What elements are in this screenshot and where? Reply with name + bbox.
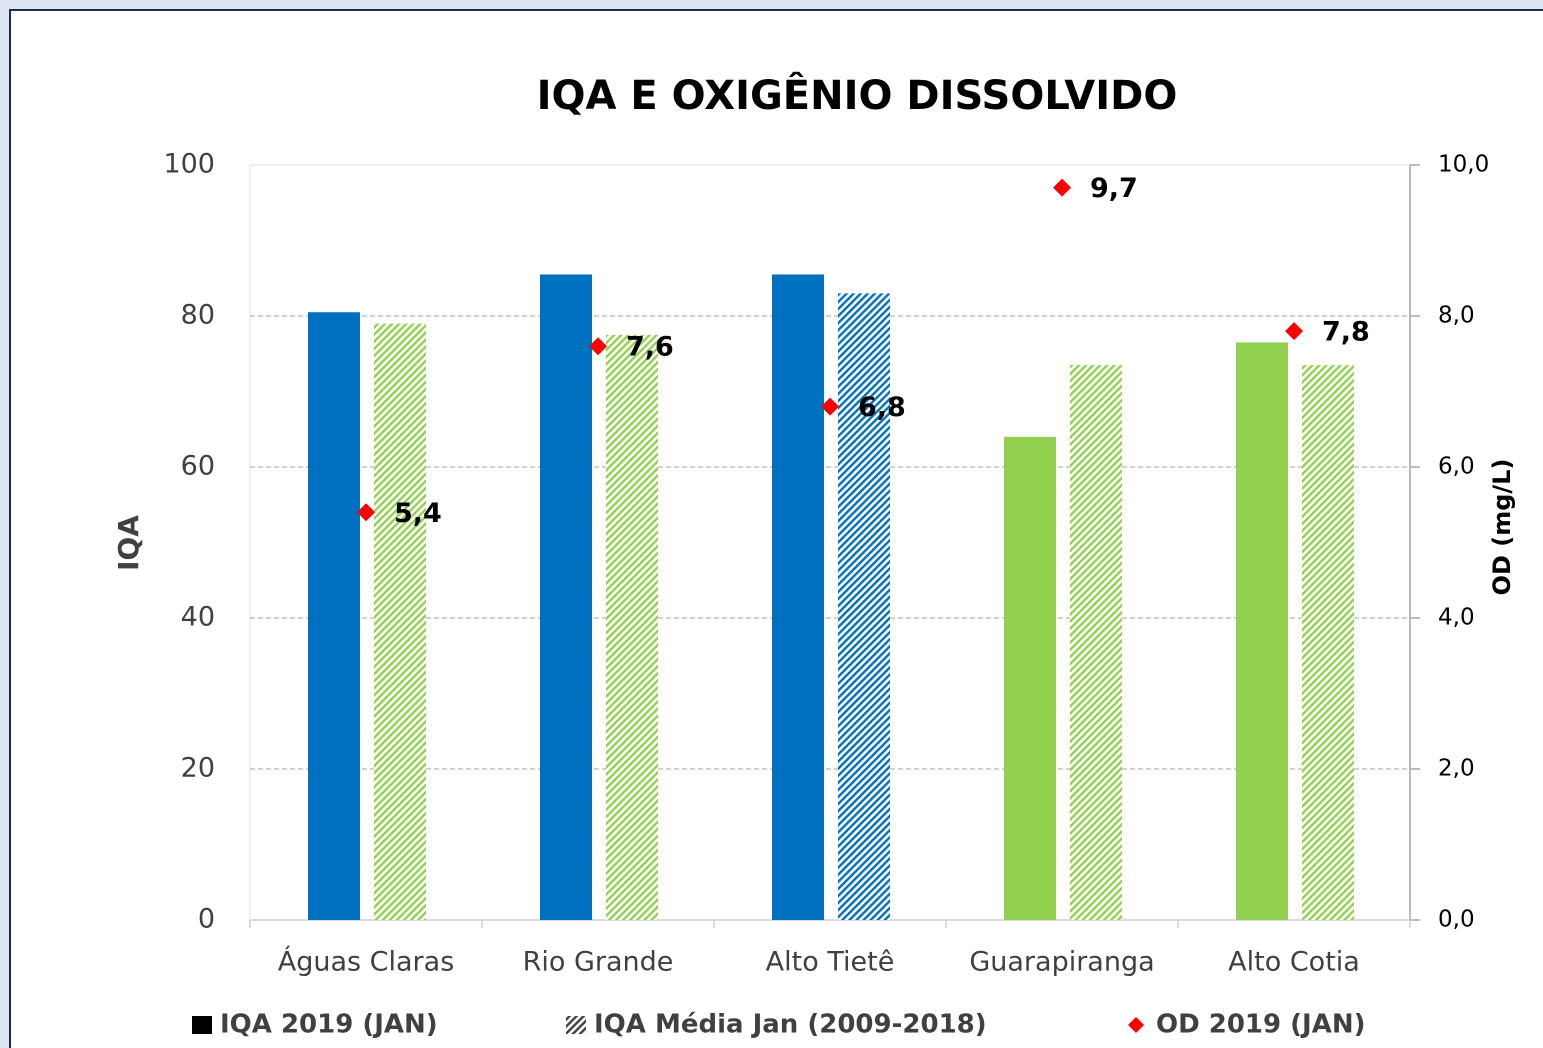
chart-title: IQA E OXIGÊNIO DISSOLVIDO [537, 71, 1178, 119]
bar [374, 323, 426, 920]
bar [838, 293, 890, 921]
od-marker [1053, 178, 1071, 197]
x-tick-label: Alto Cotia [1228, 947, 1360, 978]
data-label: 7,6 [626, 332, 674, 363]
x-tick-label: Guarapiranga [969, 947, 1154, 978]
y-tick-label: 40 [181, 602, 215, 633]
bar [308, 312, 360, 921]
od-marker [589, 337, 607, 356]
x-tick-label: Rio Grande [523, 947, 674, 978]
y2-tick-label: 6,0 [1438, 454, 1475, 480]
data-label: 9,7 [1090, 173, 1138, 204]
legend-swatch [192, 1016, 212, 1034]
y2-tick-label: 0,0 [1438, 907, 1475, 933]
y-tick-label: 0 [198, 904, 215, 935]
legend-label: IQA 2019 (JAN) [220, 1010, 438, 1040]
y2-tick-label: 2,0 [1438, 756, 1475, 782]
data-label: 6,8 [858, 392, 906, 423]
y-tick-label: 60 [181, 451, 215, 482]
od-marker [1285, 322, 1303, 341]
x-tick-label: Alto Tietê [766, 947, 895, 978]
x-tick-label: Águas Claras [278, 946, 455, 978]
bar [540, 274, 592, 921]
y2-tick-label: 4,0 [1438, 605, 1475, 631]
y-tick-label: 80 [181, 300, 215, 331]
y2-tick-label: 10,0 [1438, 152, 1489, 178]
data-label: 5,4 [394, 498, 442, 529]
legend-swatch [1128, 1017, 1144, 1033]
y-tick-label: 20 [181, 753, 215, 784]
bar [1004, 436, 1056, 920]
legend-label: IQA Média Jan (2009-2018) [594, 1010, 987, 1040]
legend-label: OD 2019 (JAN) [1156, 1010, 1365, 1040]
bar [1302, 365, 1354, 920]
od-marker [821, 397, 839, 416]
y2-axis-title: OD (mg/L) [1488, 459, 1516, 596]
bar [606, 334, 658, 920]
y2-tick-label: 8,0 [1438, 303, 1475, 329]
od-marker [357, 503, 375, 522]
bar [1236, 342, 1288, 920]
y-tick-label: 100 [163, 149, 215, 180]
bar [1070, 365, 1122, 920]
y-axis-title: IQA [112, 515, 145, 571]
data-label: 7,8 [1322, 317, 1370, 348]
legend-swatch [566, 1016, 586, 1034]
bar [772, 274, 824, 921]
